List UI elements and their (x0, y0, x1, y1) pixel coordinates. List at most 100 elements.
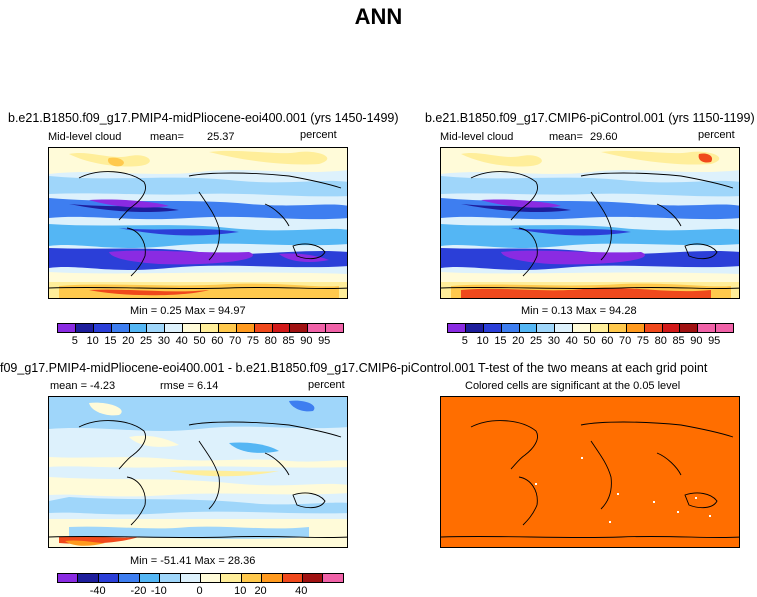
colorbar-tick-label: 5 (461, 335, 468, 347)
colorbar-tick-label: 80 (264, 335, 277, 347)
colorbar-swatch (448, 324, 466, 332)
colorbar-swatch (716, 324, 733, 332)
colorbar-swatch (483, 324, 502, 332)
colorbar-tick-label: 90 (690, 335, 703, 347)
colorbar-swatch (501, 324, 520, 332)
bottom-left-units: percent (308, 379, 345, 391)
colorbar-tick-label: 40 (295, 585, 308, 597)
colorbar-tick-label: 10 (476, 335, 489, 347)
colorbar-swatch (183, 324, 201, 332)
colorbar-tick-label: 30 (157, 335, 170, 347)
colorbar-tick-label: 20 (512, 335, 525, 347)
colorbar-swatch (221, 574, 242, 582)
colorbar-swatch (608, 324, 627, 332)
colorbar-swatch (58, 574, 79, 582)
colorbar-tick-label: 25 (529, 335, 543, 347)
bottom-right-map (440, 396, 740, 548)
colorbar-tick-label: 85 (672, 335, 685, 347)
top-left-mean-label: mean= (150, 131, 184, 143)
colorbar-swatch (282, 574, 304, 582)
top-right-colorbar (447, 323, 734, 333)
colorbar-tick-label: 90 (300, 335, 313, 347)
colorbar-swatch (555, 324, 574, 332)
colorbar-tick-label: 10 (234, 585, 247, 597)
top-right-panel-title: b.e21.B1850.f09_g17.CMIP6-piControl.001 … (425, 111, 755, 125)
colorbar-tick-label: 95 (318, 335, 331, 347)
colorbar-tick-label: 30 (547, 335, 560, 347)
top-right-mean-value: 29.60 (590, 131, 618, 143)
colorbar-tick-label: -40 (89, 585, 106, 597)
bottom-left-stats: Min = -51.41 Max = 28.36 (130, 555, 256, 567)
top-right-mean-label: mean= (549, 131, 583, 143)
top-right-map (440, 147, 740, 299)
colorbar-swatch (236, 324, 255, 332)
colorbar-swatch (200, 574, 222, 582)
colorbar-swatch (323, 574, 343, 582)
colorbar-swatch (139, 574, 161, 582)
colorbar-tick-label: 75 (636, 335, 650, 347)
top-right-stats: Min = 0.13 Max = 94.28 (521, 305, 637, 317)
colorbar-tick-label: 75 (246, 335, 260, 347)
colorbar-swatch (537, 324, 556, 332)
colorbar-tick-label: 60 (211, 335, 224, 347)
colorbar-swatch (98, 574, 120, 582)
colorbar-tick-label: 40 (565, 335, 578, 347)
colorbar-swatch (303, 574, 324, 582)
top-left-stats: Min = 0.25 Max = 94.97 (130, 305, 246, 317)
colorbar-swatch (326, 324, 343, 332)
colorbar-swatch (75, 324, 94, 332)
bottom-right-subtitle: Colored cells are significant at the 0.0… (465, 380, 681, 392)
colorbar-tick-label: -20 (130, 585, 147, 597)
colorbar-tick-label: 40 (175, 335, 188, 347)
colorbar-swatch (165, 324, 184, 332)
colorbar-swatch (78, 574, 99, 582)
colorbar-tick-label: 70 (619, 335, 632, 347)
colorbar-tick-label: 5 (71, 335, 78, 347)
colorbar-tick-label: 10 (86, 335, 99, 347)
colorbar-tick-label: 80 (654, 335, 667, 347)
colorbar-swatch (93, 324, 112, 332)
top-left-panel-title: b.e21.B1850.f09_g17.PMIP4-midPliocene-eo… (8, 111, 399, 125)
colorbar-swatch (119, 574, 140, 582)
figure-title: ANN (354, 4, 403, 29)
bottom-left-map (48, 396, 348, 548)
colorbar-tick-label: 60 (601, 335, 614, 347)
colorbar-swatch (129, 324, 148, 332)
colorbar-swatch (160, 574, 181, 582)
colorbar-swatch (262, 574, 283, 582)
top-left-colorbar (57, 323, 344, 333)
top-left-variable-label: Mid-level cloud (48, 131, 122, 143)
colorbar-tick-label: -10 (150, 585, 167, 597)
colorbar-tick-label: 50 (193, 335, 206, 347)
colorbar-tick-label: 15 (494, 335, 507, 347)
colorbar-swatch (626, 324, 645, 332)
colorbar-swatch (465, 324, 484, 332)
colorbar-tick-label: 25 (139, 335, 153, 347)
colorbar-swatch (254, 324, 273, 332)
bottom-left-colorbar (57, 573, 344, 583)
colorbar-tick-label: 15 (104, 335, 117, 347)
bottom-left-rmse: rmse = 6.14 (160, 380, 219, 392)
colorbar-swatch (218, 324, 237, 332)
colorbar-swatch (698, 324, 717, 332)
colorbar-swatch (201, 324, 219, 332)
colorbar-tick-label: 20 (122, 335, 135, 347)
colorbar-swatch (644, 324, 663, 332)
colorbar-swatch (308, 324, 327, 332)
colorbar-swatch (241, 574, 263, 582)
colorbar-swatch (180, 574, 201, 582)
colorbar-tick-label: 0 (196, 585, 203, 597)
top-right-variable-label: Mid-level cloud (440, 131, 514, 143)
colorbar-tick-label: 85 (282, 335, 295, 347)
top-left-map (48, 147, 348, 299)
colorbar-swatch (573, 324, 591, 332)
top-right-units: percent (698, 129, 735, 141)
colorbar-tick-label: 70 (229, 335, 242, 347)
top-left-units: percent (300, 129, 337, 141)
colorbar-swatch (147, 324, 166, 332)
colorbar-swatch (111, 324, 130, 332)
bottom-left-panel-title: f09_g17.PMIP4-midPliocene-eoi400.001 - b… (0, 361, 476, 375)
colorbar-swatch (519, 324, 538, 332)
colorbar-swatch (272, 324, 291, 332)
colorbar-tick-label: 20 (254, 585, 267, 597)
